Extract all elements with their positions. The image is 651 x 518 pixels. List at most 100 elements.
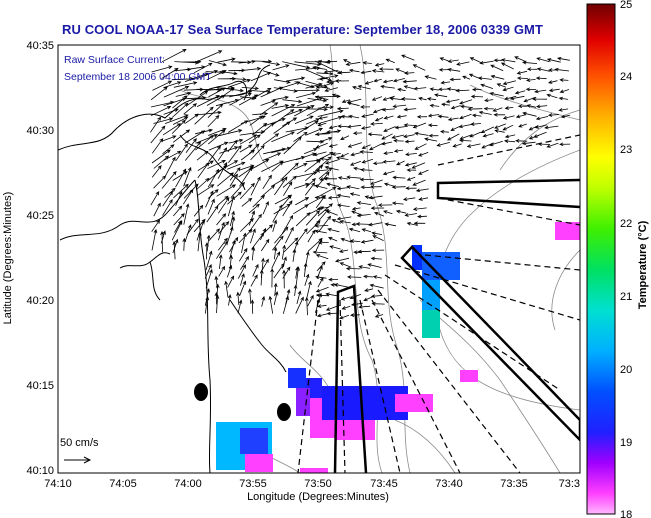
current-vector — [250, 71, 272, 82]
current-vector — [341, 99, 350, 103]
current-vector — [315, 85, 330, 89]
current-vector — [271, 131, 295, 143]
current-vector — [249, 89, 271, 94]
current-vector — [293, 182, 310, 189]
current-vector — [214, 275, 219, 289]
current-vector — [252, 194, 266, 208]
current-vector — [350, 302, 363, 307]
current-vector — [559, 78, 569, 82]
current-vector — [357, 84, 371, 90]
current-vector — [172, 95, 188, 109]
current-vector — [315, 237, 323, 251]
current-vector — [400, 97, 417, 101]
current-vector — [281, 81, 301, 89]
current-vector — [517, 104, 528, 109]
current-vector — [272, 95, 290, 101]
current-vector — [392, 78, 406, 83]
current-vector — [393, 149, 404, 153]
current-vector — [335, 156, 349, 160]
current-vector — [161, 48, 187, 63]
colorbar-tick-label: 23 — [620, 144, 632, 156]
current-vector — [205, 268, 213, 289]
current-vector — [226, 226, 234, 244]
current-vector — [469, 131, 482, 138]
scale-arrow — [64, 456, 92, 464]
current-vector — [360, 239, 374, 244]
current-vector — [238, 66, 262, 72]
current-vector — [338, 249, 349, 253]
current-vector — [383, 151, 393, 155]
current-vector — [483, 106, 494, 111]
current-vector — [418, 197, 429, 201]
current-vector — [349, 239, 361, 243]
current-vector — [305, 107, 329, 112]
current-vector — [248, 203, 260, 214]
current-vector — [295, 296, 304, 314]
current-vector — [509, 95, 525, 101]
current-vector — [272, 204, 283, 223]
current-vector — [163, 150, 182, 161]
current-vector — [526, 104, 537, 108]
current-vector — [217, 57, 236, 63]
current-vector — [218, 265, 226, 277]
colorbar-title: Temperature (°C) — [637, 220, 649, 309]
current-vector — [294, 115, 314, 124]
current-vector — [305, 210, 321, 226]
colorbar-tick-label: 18 — [620, 509, 632, 518]
current-vector — [535, 116, 549, 121]
current-vector — [207, 168, 220, 188]
current-vector — [205, 190, 214, 208]
current-vector — [437, 114, 449, 119]
current-vector — [490, 74, 505, 80]
current-vector — [318, 167, 333, 180]
current-vector — [206, 70, 227, 81]
current-vector — [351, 206, 361, 211]
current-vector — [216, 213, 227, 226]
current-vector — [240, 255, 249, 270]
current-vector — [227, 120, 249, 133]
current-vector — [339, 262, 352, 268]
current-vector — [397, 87, 406, 92]
current-vector — [151, 165, 162, 178]
current-vector — [306, 103, 330, 117]
current-vector — [186, 218, 199, 236]
current-vector — [362, 61, 372, 65]
current-vector — [260, 184, 276, 198]
current-vector — [368, 222, 383, 227]
current-vector — [293, 131, 308, 142]
current-vector — [150, 86, 168, 101]
current-vector — [248, 134, 261, 144]
current-vector — [351, 210, 363, 216]
current-vector — [500, 62, 514, 70]
current-vector — [151, 65, 173, 73]
current-vector — [271, 251, 280, 269]
current-vector — [411, 162, 426, 169]
current-vector — [417, 169, 429, 175]
current-vector — [396, 114, 407, 119]
current-vector — [336, 186, 349, 191]
current-vector — [295, 266, 300, 287]
current-vector — [239, 166, 253, 187]
current-vector — [395, 209, 407, 214]
colorbar-tick-label: 19 — [620, 437, 632, 449]
current-vector — [363, 274, 374, 279]
current-vector — [208, 145, 221, 162]
current-vector — [312, 250, 328, 255]
current-vector — [372, 235, 384, 241]
current-vector — [534, 89, 547, 94]
current-vector — [197, 160, 214, 172]
current-vector — [273, 121, 291, 134]
current-vector — [207, 103, 224, 118]
current-vector — [404, 213, 417, 217]
current-vector — [282, 269, 286, 289]
current-vector — [250, 274, 258, 287]
current-vector — [441, 102, 450, 107]
current-vector — [161, 171, 177, 189]
current-vector — [248, 213, 262, 232]
current-vector — [560, 114, 571, 119]
current-vector — [371, 69, 385, 73]
current-vector — [402, 79, 417, 84]
current-vector — [470, 122, 482, 126]
current-vector — [262, 61, 281, 66]
current-vector — [352, 86, 362, 90]
